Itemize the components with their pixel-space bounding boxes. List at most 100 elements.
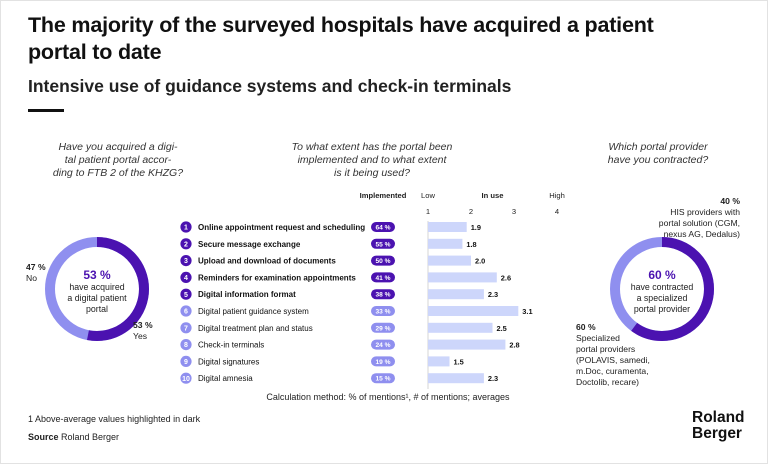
category-label: Online appointment request and schedulin… [198, 223, 365, 232]
yes-pct: 53 % [133, 320, 153, 330]
x-tick-label: 2 [469, 207, 473, 216]
implemented-pill [371, 356, 395, 367]
implemented-label: 29 % [375, 325, 390, 332]
row-number: 8 [184, 342, 188, 349]
no-label: 47 % No [26, 262, 46, 284]
category-label: Digital amnesia [198, 374, 253, 383]
in-use-bar [428, 306, 519, 316]
no-pct: 47 % [26, 262, 46, 272]
specialized-pct: 60 % [576, 322, 596, 332]
in-use-bar [428, 238, 463, 249]
implemented-pill [371, 306, 395, 316]
header-in-use: In use [482, 191, 504, 200]
row-number-circle [180, 322, 192, 334]
in-use-bar [428, 222, 467, 232]
implemented-label: 38 % [375, 292, 390, 299]
in-use-value: 2.8 [509, 341, 519, 350]
row-number: 9 [184, 359, 188, 366]
implemented-pill [371, 322, 395, 333]
category-label: Check-in terminals [198, 341, 264, 350]
x-tick-label: 1 [426, 207, 430, 216]
in-use-value: 2.5 [497, 324, 507, 333]
implemented-label: 41 % [375, 275, 390, 282]
row-number: 7 [184, 325, 188, 332]
header-high: High [549, 191, 565, 200]
right-center-text: have contracted a specialized portal pro… [630, 282, 694, 314]
source-line: Source Roland Berger [28, 432, 119, 442]
in-use-value: 1.8 [466, 240, 476, 249]
category-label: Digital signatures [198, 357, 259, 366]
header-implemented: Implemented [360, 191, 407, 200]
right-center-label: 60 % have contracted a specialized porta… [622, 268, 702, 315]
implemented-pill [371, 289, 395, 300]
row-number-circle [180, 305, 192, 317]
page-subtitle: Intensive use of guidance systems and ch… [28, 76, 512, 96]
footnote: 1 Above-average values highlighted in da… [28, 414, 201, 424]
category-label: Digital patient guidance system [198, 307, 309, 316]
right-question: Which portal provider have you contracte… [607, 141, 709, 166]
his-pct: 40 % [720, 196, 740, 206]
row-number-circle [180, 255, 192, 267]
row-number: 5 [184, 292, 188, 299]
in-use-bar [428, 255, 471, 266]
row-number: 3 [184, 258, 188, 265]
left-center-text: have acquired a digital patient portal [67, 282, 127, 314]
in-use-value: 1.5 [454, 357, 464, 366]
in-use-value: 2.3 [488, 290, 498, 299]
row-number-circle [180, 372, 192, 384]
implemented-label: 33 % [375, 309, 390, 316]
row-number-circle [180, 238, 192, 250]
in-use-bar [428, 272, 497, 283]
implemented-label: 64 % [375, 225, 390, 232]
category-label: Secure message exchange [198, 240, 301, 249]
calculation-note: Calculation method: % of mentions¹, # of… [266, 392, 510, 402]
category-label: Upload and download of documents [198, 257, 336, 266]
middle-question: To what extent has the portal been imple… [291, 141, 453, 179]
page-title: The majority of the surveyed hospitals h… [28, 13, 654, 64]
left-question: Have you acquired a digi- tal patient po… [52, 141, 184, 179]
donut-chart-acquired [45, 237, 149, 341]
implemented-label: 24 % [375, 342, 390, 349]
logo-line-2: Berger [692, 425, 742, 442]
implemented-label: 15 % [375, 376, 390, 383]
title-rule [28, 109, 64, 112]
right-center-pct: 60 % [648, 268, 676, 282]
provider-slice-1 [610, 237, 714, 341]
specialized-text: Specialized portal providers (POLAVIS, s… [576, 333, 650, 387]
header-low: Low [421, 191, 435, 200]
implemented-pill [371, 222, 395, 232]
row-number: 10 [182, 376, 190, 383]
in-use-value: 3.1 [522, 307, 532, 316]
bar-chart-implementation: Implemented Low In use High 1 2 3 4 1 Online appo… [180, 191, 565, 389]
left-center-pct: 53 % [83, 268, 111, 282]
in-use-value: 1.9 [471, 223, 481, 232]
implemented-pill [371, 339, 395, 350]
in-use-bar [428, 289, 484, 300]
implemented-pill [371, 255, 395, 266]
yes-label: 53 % Yes [133, 320, 153, 342]
his-text: HIS providers with portal solution (CGM,… [658, 207, 740, 239]
row-number: 2 [184, 241, 188, 248]
implemented-pill [371, 373, 395, 384]
in-use-bar [428, 356, 450, 367]
implemented-label: 50 % [375, 258, 390, 265]
implemented-label: 19 % [375, 359, 390, 366]
row-number-circle [180, 221, 192, 233]
in-use-bar [428, 373, 484, 384]
implemented-label: 55 % [375, 241, 390, 248]
source-text: Roland Berger [58, 432, 120, 442]
in-use-bar [428, 339, 506, 350]
no-text: No [26, 273, 37, 283]
in-use-bar [428, 322, 493, 333]
row-number-circle [180, 288, 192, 300]
row-number: 6 [184, 309, 188, 316]
in-use-value: 2.6 [501, 273, 511, 282]
row-number-circle [180, 271, 192, 283]
in-use-value: 2.3 [488, 374, 498, 383]
row-number-circle [180, 339, 192, 351]
donut-chart-provider [610, 237, 714, 341]
acquired-slice-1 [45, 237, 149, 341]
x-tick-label: 3 [512, 207, 516, 216]
yes-text: Yes [133, 331, 148, 341]
roland-berger-logo: Roland Berger [692, 410, 745, 442]
